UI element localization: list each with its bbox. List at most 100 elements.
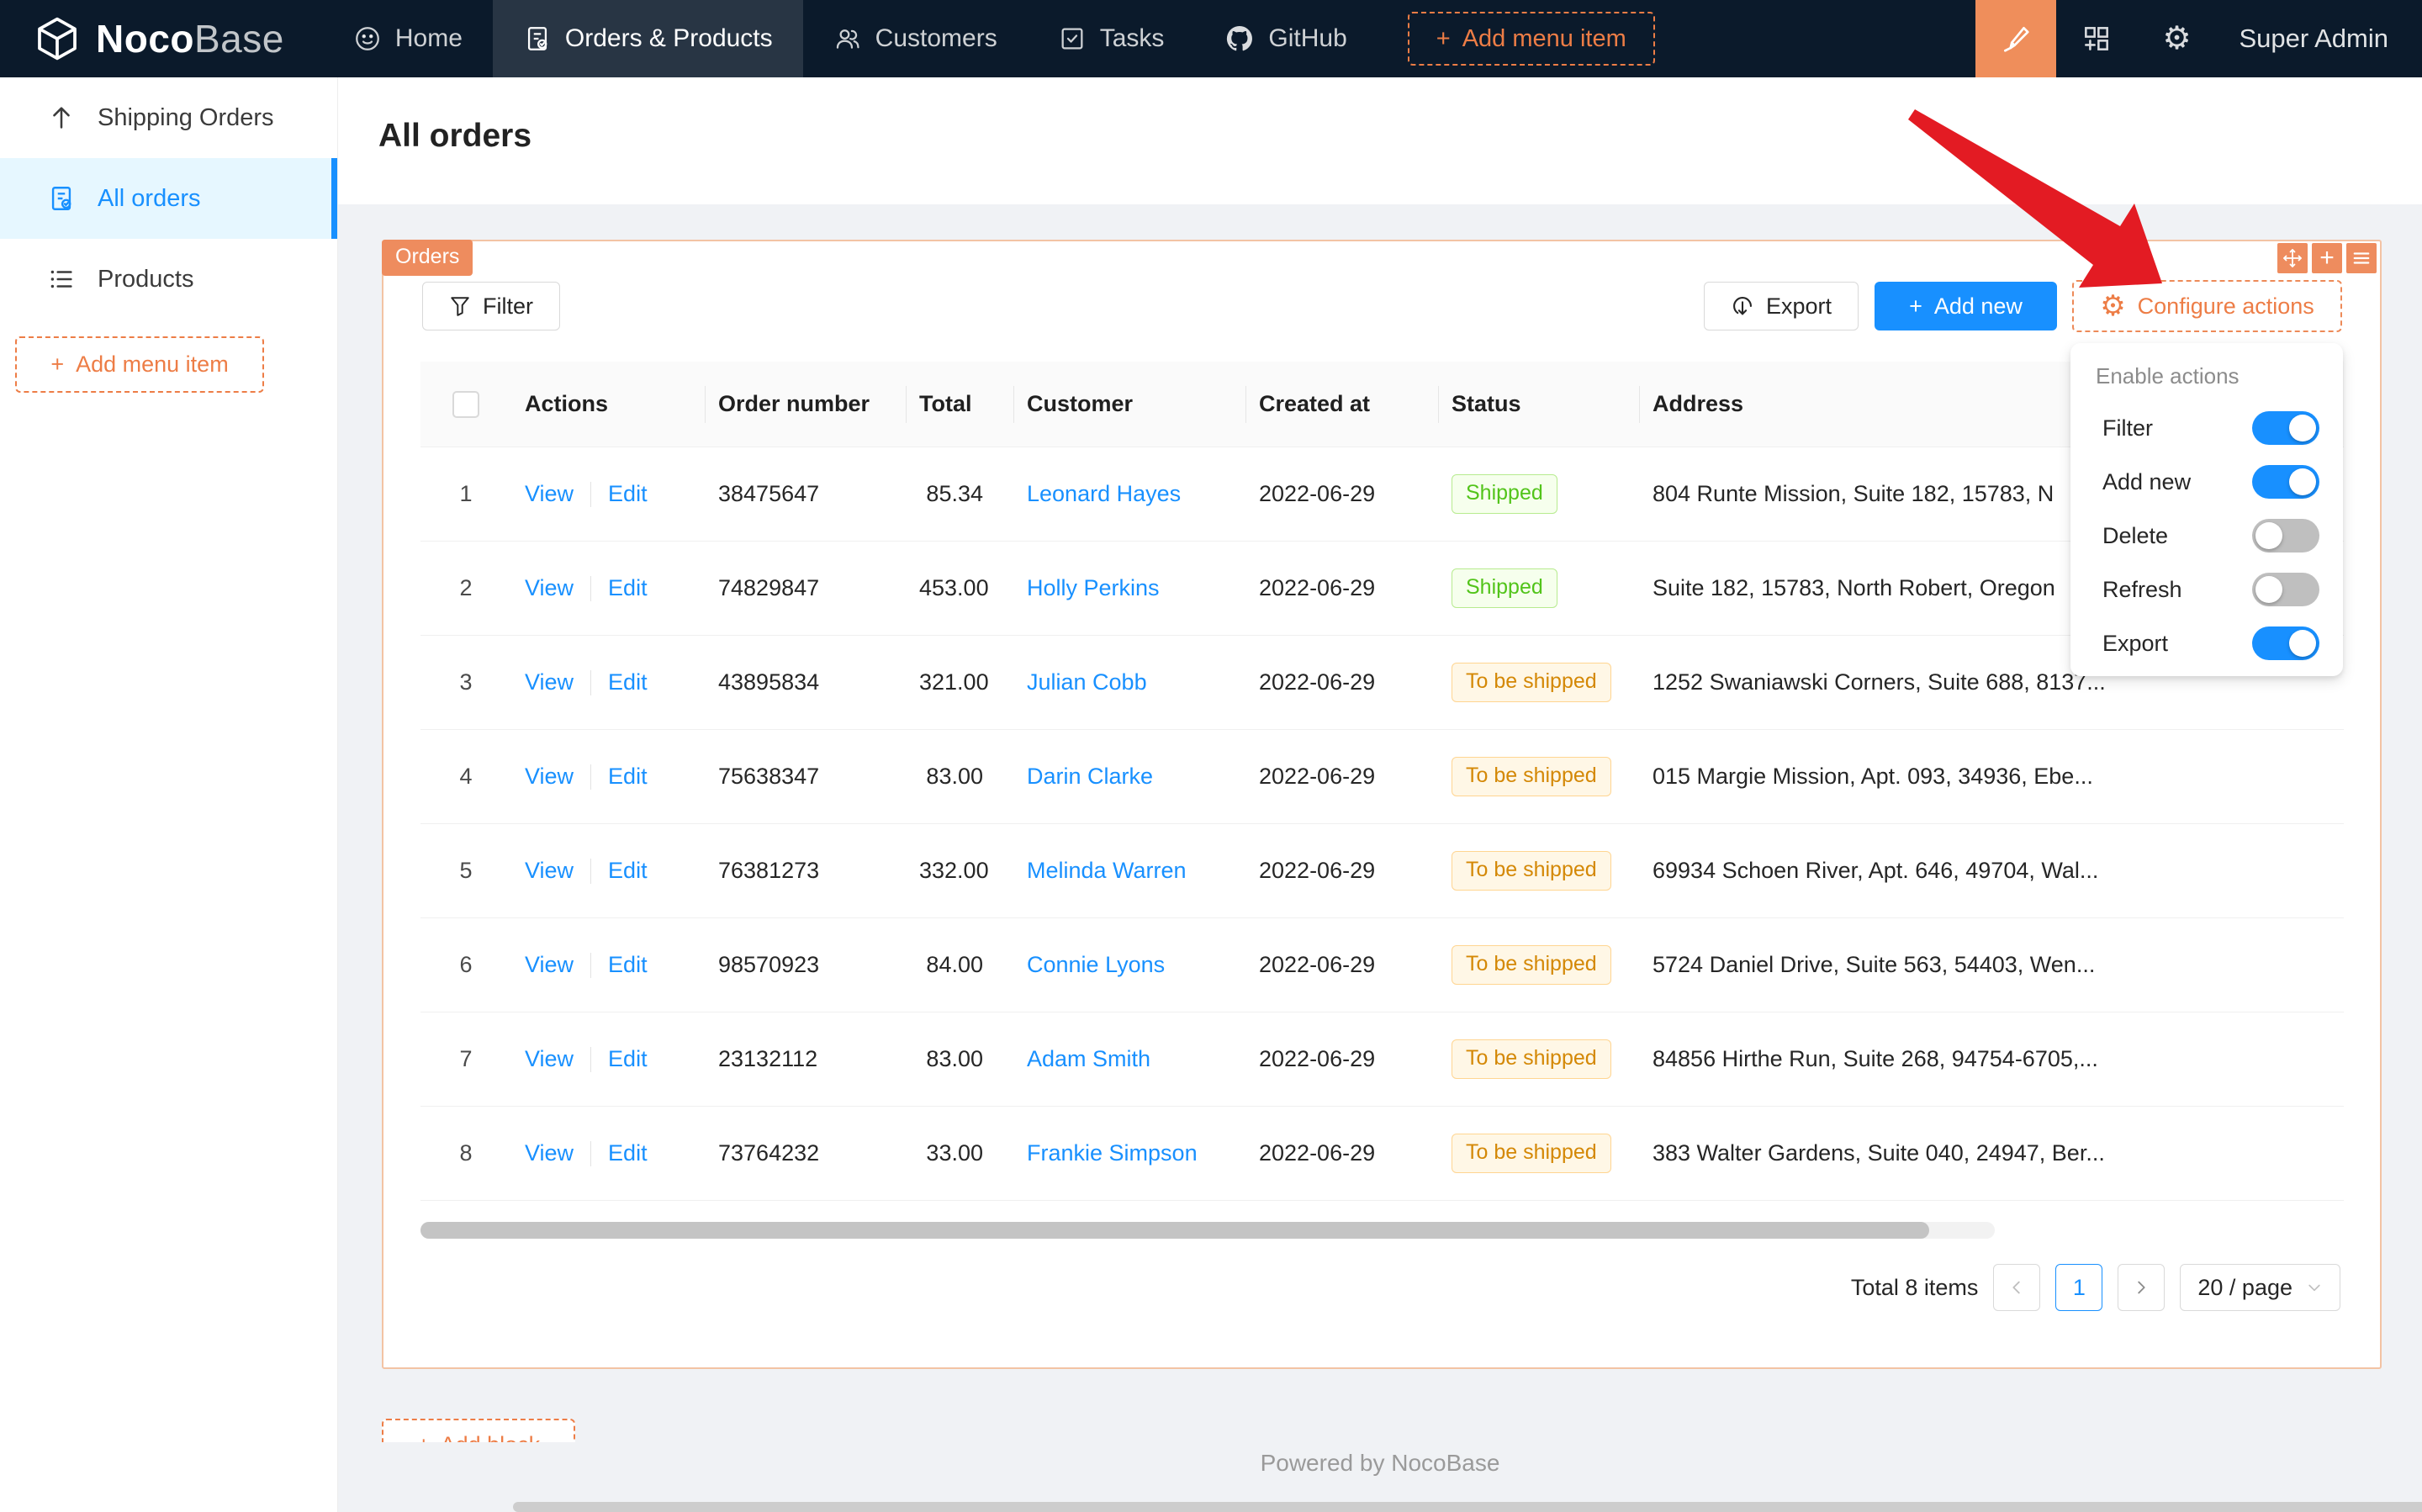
order-number-cell: 76381273 xyxy=(705,858,906,884)
page-1-button[interactable]: 1 xyxy=(2055,1264,2102,1311)
settings-button[interactable]: ⚙ xyxy=(2137,0,2218,77)
dropdown-item-filter[interactable]: Filter xyxy=(2094,401,2319,455)
plus-icon: + xyxy=(1436,25,1451,53)
divider xyxy=(590,670,591,695)
divider xyxy=(590,953,591,978)
nocobase-logo[interactable]: NocoBase xyxy=(0,15,323,62)
edit-link[interactable]: Edit xyxy=(608,858,648,884)
view-link[interactable]: View xyxy=(525,575,574,601)
logo-text: NocoBase xyxy=(96,16,284,61)
table-row: 5 View Edit 76381273 332.00 Melinda Warre… xyxy=(420,824,2344,918)
created-at-cell: 2022-06-29 xyxy=(1245,481,1438,507)
add-block-clipped-region: + Add block xyxy=(382,1419,577,1442)
drag-handle-icon[interactable] xyxy=(2277,243,2308,273)
user-menu[interactable]: Super Admin xyxy=(2218,24,2422,54)
customer-link[interactable]: Leonard Hayes xyxy=(1027,481,1181,506)
edit-link[interactable]: Edit xyxy=(608,575,648,601)
created-at-cell: 2022-06-29 xyxy=(1245,764,1438,790)
page-size-select[interactable]: 20 / page xyxy=(2180,1264,2340,1311)
gear-icon: ⚙ xyxy=(2162,23,2191,55)
prev-page-button[interactable] xyxy=(1993,1264,2040,1311)
customer-link[interactable]: Julian Cobb xyxy=(1027,669,1147,695)
next-page-button[interactable] xyxy=(2118,1264,2165,1311)
main-content: All orders Orders + Filter Export xyxy=(338,77,2422,1512)
total-cell: 332.00 xyxy=(906,858,1013,884)
delete-toggle[interactable] xyxy=(2252,519,2319,552)
row-index: 3 xyxy=(420,669,511,695)
address-cell: 69934 Schoen River, Apt. 646, 49704, Wal… xyxy=(1639,858,2344,884)
nav-item-orders-products[interactable]: Orders & Products xyxy=(493,0,803,77)
ui-editor-button[interactable] xyxy=(1975,0,2056,77)
nav-item-github[interactable]: GitHub xyxy=(1194,0,1377,77)
powered-by-footer: Powered by NocoBase xyxy=(338,1450,2422,1477)
dropdown-item-add-new[interactable]: Add new xyxy=(2094,455,2319,509)
total-cell: 83.00 xyxy=(906,1046,1013,1072)
view-link[interactable]: View xyxy=(525,858,574,884)
view-link[interactable]: View xyxy=(525,669,574,695)
add-new-toggle[interactable] xyxy=(2252,465,2319,499)
plus-icon: + xyxy=(1909,293,1922,320)
customer-link[interactable]: Connie Lyons xyxy=(1027,952,1165,977)
view-link[interactable]: View xyxy=(525,1140,574,1166)
dropdown-item-export[interactable]: Export xyxy=(2094,616,2319,670)
view-link[interactable]: View xyxy=(525,952,574,978)
toggle-knob xyxy=(2289,415,2316,441)
edit-link[interactable]: Edit xyxy=(608,1140,648,1166)
view-link[interactable]: View xyxy=(525,1046,574,1072)
customer-link[interactable]: Adam Smith xyxy=(1027,1046,1150,1071)
orders-table: Actions Order number Total Customer Crea… xyxy=(420,362,2344,1201)
nav-item-home[interactable]: Home xyxy=(323,0,493,77)
top-navbar: NocoBase Home Orders & Products Customer… xyxy=(0,0,2422,77)
plus-icon: + xyxy=(50,352,64,378)
toggle-knob xyxy=(2255,522,2282,549)
navbar-add-menu-item-button[interactable]: + Add menu item xyxy=(1408,12,1655,66)
sidebar-item-all-orders[interactable]: All orders xyxy=(0,158,337,239)
divider xyxy=(590,1141,591,1166)
export-toggle[interactable] xyxy=(2252,626,2319,660)
dropdown-title: Enable actions xyxy=(2094,363,2319,389)
customer-link[interactable]: Holly Perkins xyxy=(1027,575,1160,600)
divider xyxy=(590,482,591,507)
dropdown-item-refresh[interactable]: Refresh xyxy=(2094,563,2319,616)
order-number-cell: 43895834 xyxy=(705,669,906,695)
edit-link[interactable]: Edit xyxy=(608,481,648,507)
total-cell: 84.00 xyxy=(906,952,1013,978)
row-index: 5 xyxy=(420,858,511,884)
edit-link[interactable]: Edit xyxy=(608,764,648,790)
order-number-cell: 74829847 xyxy=(705,575,906,601)
sidebar-add-menu-item-button[interactable]: + Add menu item xyxy=(15,336,264,393)
table-horizontal-scrollbar-thumb[interactable] xyxy=(420,1222,1929,1239)
order-number-cell: 38475647 xyxy=(705,481,906,507)
sidebar-item-shipping-orders[interactable]: Shipping Orders xyxy=(0,77,337,158)
page-horizontal-scrollbar[interactable] xyxy=(513,1502,2422,1512)
export-button[interactable]: Export xyxy=(1704,282,1859,330)
dropdown-item-delete[interactable]: Delete xyxy=(2094,509,2319,563)
address-cell: 015 Margie Mission, Apt. 093, 34936, Ebe… xyxy=(1639,764,2344,790)
filter-button[interactable]: Filter xyxy=(422,282,560,330)
edit-link[interactable]: Edit xyxy=(608,669,648,695)
refresh-toggle[interactable] xyxy=(2252,573,2319,606)
list-icon xyxy=(47,265,76,293)
nav-item-customers[interactable]: Customers xyxy=(803,0,1028,77)
view-link[interactable]: View xyxy=(525,764,574,790)
add-block-corner-icon[interactable]: + xyxy=(2312,243,2342,273)
customer-link[interactable]: Darin Clarke xyxy=(1027,764,1153,789)
toggle-knob xyxy=(2255,576,2282,603)
edit-link[interactable]: Edit xyxy=(608,1046,648,1072)
edit-link[interactable]: Edit xyxy=(608,952,648,978)
configure-actions-button[interactable]: ⚙ Configure actions xyxy=(2072,280,2342,332)
add-new-button[interactable]: + Add new xyxy=(1875,282,2057,330)
customer-link[interactable]: Frankie Simpson xyxy=(1027,1140,1198,1166)
add-block-button[interactable]: + Add block xyxy=(382,1419,575,1442)
block-menu-icon[interactable] xyxy=(2346,243,2377,273)
sidebar-item-products[interactable]: Products xyxy=(0,239,337,320)
row-index: 8 xyxy=(420,1140,511,1166)
select-all-checkbox[interactable] xyxy=(452,391,479,418)
view-link[interactable]: View xyxy=(525,481,574,507)
filter-toggle[interactable] xyxy=(2252,411,2319,445)
customer-link[interactable]: Melinda Warren xyxy=(1027,858,1187,883)
order-number-cell: 73764232 xyxy=(705,1140,906,1166)
plugins-button[interactable] xyxy=(2056,0,2137,77)
nav-item-tasks[interactable]: Tasks xyxy=(1028,0,1195,77)
status-badge: To be shipped xyxy=(1452,1134,1611,1173)
